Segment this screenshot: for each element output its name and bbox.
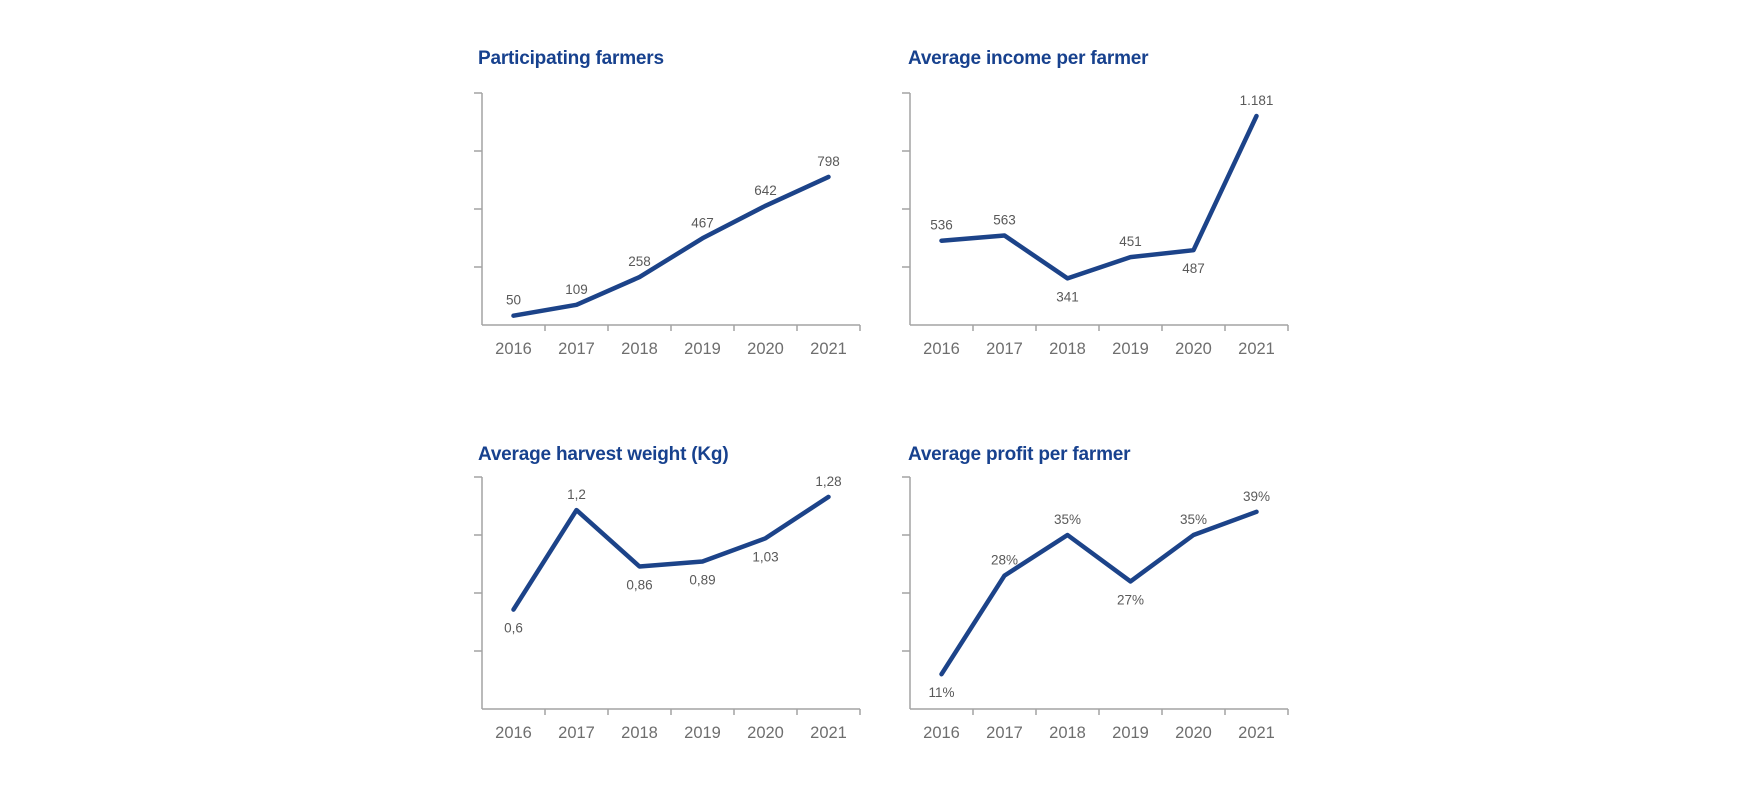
x-category-label: 2018 <box>621 724 658 742</box>
data-point-label: 35% <box>1180 512 1207 527</box>
chart-average-harvest-weight-kg: 0,6 1,2 0,86 0,89 1,03 1,28 2016 2017 2018 2019 20… <box>474 474 861 742</box>
x-category-label: 2020 <box>747 340 784 358</box>
data-point-label: 467 <box>691 215 714 230</box>
x-category-label: 2019 <box>684 724 721 742</box>
x-category-label: 2021 <box>810 724 847 742</box>
data-point-label: 451 <box>1119 234 1142 249</box>
x-category-label: 2019 <box>1112 340 1149 358</box>
x-category-label: 2019 <box>1112 724 1149 742</box>
data-point-label: 642 <box>754 183 777 198</box>
data-point-label: 798 <box>817 154 840 169</box>
data-point-label: 35% <box>1054 512 1081 527</box>
data-point-label: 1,03 <box>752 549 778 564</box>
x-category-label: 2018 <box>1049 340 1086 358</box>
data-point-label: 27% <box>1117 592 1144 607</box>
data-point-label: 258 <box>628 254 651 269</box>
data-point-label: 563 <box>993 213 1016 228</box>
chart-participating-farmers: 50 109 258 467 642 798 2016 2017 2018 2019 2020 202… <box>474 92 861 358</box>
data-point-label: 536 <box>930 218 953 233</box>
chart-average-profit-per-farmer: 11% 28% 35% 27% 35% 39% 2016 2017 2018 2019 2020 20… <box>902 476 1289 742</box>
x-category-label: 2016 <box>495 340 532 358</box>
x-category-label: 2016 <box>923 340 960 358</box>
chart-title-average-harvest-weight: Average harvest weight (Kg) <box>478 444 729 465</box>
data-line <box>939 509 1259 677</box>
x-category-label: 2020 <box>1175 724 1212 742</box>
x-category-label: 2021 <box>810 340 847 358</box>
data-line <box>511 494 831 612</box>
data-point-label: 1.181 <box>1240 93 1274 108</box>
data-point-label: 487 <box>1182 261 1205 276</box>
x-category-label: 2018 <box>1049 724 1086 742</box>
chart-title-participating-farmers: Participating farmers <box>478 48 664 69</box>
x-category-label: 2021 <box>1238 340 1275 358</box>
x-category-label: 2020 <box>1175 340 1212 358</box>
chart-title-average-income-per-farmer: Average income per farmer <box>908 48 1149 69</box>
x-category-label: 2020 <box>747 724 784 742</box>
data-point-label: 0,86 <box>626 578 652 593</box>
x-category-label: 2017 <box>558 340 595 358</box>
x-category-label: 2017 <box>986 724 1023 742</box>
data-point-label: 1,28 <box>815 474 841 489</box>
data-point-label: 1,2 <box>567 487 586 502</box>
data-line <box>511 174 831 318</box>
data-point-label: 28% <box>991 553 1018 568</box>
x-category-label: 2016 <box>495 724 532 742</box>
x-category-label: 2017 <box>558 724 595 742</box>
data-point-label: 0,6 <box>504 621 523 636</box>
data-point-label: 341 <box>1056 289 1079 304</box>
data-point-label: 50 <box>506 293 521 308</box>
chart-average-income-per-farmer: 536 563 341 451 487 1.181 2016 2017 2018 2019 2020… <box>902 92 1289 358</box>
data-point-label: 109 <box>565 282 588 297</box>
x-category-label: 2019 <box>684 340 721 358</box>
data-point-label: 39% <box>1243 489 1270 504</box>
chart-title-average-profit-per-farmer: Average profit per farmer <box>908 444 1131 465</box>
x-category-label: 2017 <box>986 340 1023 358</box>
data-point-label: 11% <box>928 685 954 700</box>
x-category-label: 2021 <box>1238 724 1275 742</box>
x-category-label: 2016 <box>923 724 960 742</box>
data-line <box>939 113 1259 281</box>
data-point-label: 0,89 <box>689 573 715 588</box>
x-category-label: 2018 <box>621 340 658 358</box>
